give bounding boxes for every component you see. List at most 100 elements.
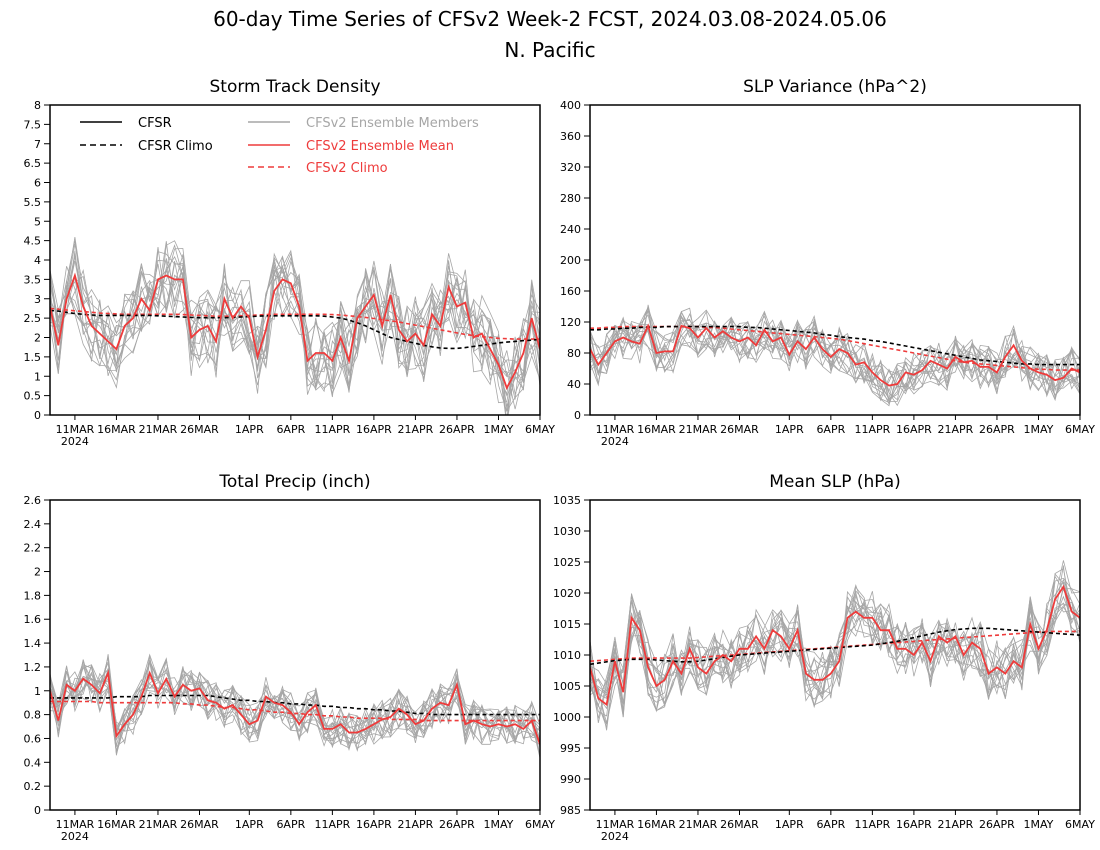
y-tick-label: 1005 xyxy=(553,680,581,693)
plot-frame xyxy=(589,104,1081,416)
plot-area xyxy=(50,653,540,759)
legend-label: CFSR Climo xyxy=(138,139,213,154)
x-tick-label: 21APR xyxy=(398,423,434,436)
x-tick-label: 16APR xyxy=(356,423,392,436)
x-tick-label: 6MAY xyxy=(525,818,555,831)
y-tick-label: 1000 xyxy=(553,711,581,724)
x-tick-label: 26APR xyxy=(439,423,475,436)
legend-label: CFSv2 Ensemble Mean xyxy=(306,139,454,154)
ensemble-member-line xyxy=(50,654,540,746)
x-tick-label: 1MAY xyxy=(1024,818,1054,831)
x-tick-label: 1MAY xyxy=(484,818,514,831)
figure-title: 60-day Time Series of CFSv2 Week-2 FCST,… xyxy=(213,7,887,31)
ensemble-member-line xyxy=(50,247,540,395)
y-tick-label: 2.5 xyxy=(24,312,42,325)
ensemble-member-line xyxy=(590,586,1080,708)
x-tick-label: 11APR xyxy=(854,818,890,831)
x-tick-label: 21APR xyxy=(938,423,974,436)
legend-label: CFSv2 Ensemble Members xyxy=(306,116,479,131)
panel-3: Total Precip (inch) 0 0.2 0.4 0.6 0.8 1 1.2 1.4 1… xyxy=(24,472,556,843)
ensemble-member-line xyxy=(590,310,1080,392)
ensemble-member-line xyxy=(590,595,1080,702)
x-tick-label: 21MAR xyxy=(139,818,178,831)
ensemble-member-line xyxy=(50,254,540,410)
x-tick-label: 21MAR xyxy=(139,423,178,436)
y-tick-label: 995 xyxy=(560,742,581,755)
y-tick-label: 200 xyxy=(560,254,581,267)
cfsr-climo-line xyxy=(50,694,540,716)
y-tick-label: 80 xyxy=(567,347,581,360)
ensemble-member-line xyxy=(50,241,540,389)
y-tick-label: 990 xyxy=(560,773,581,786)
y-tick-label: 2.4 xyxy=(24,518,42,531)
y-tick-label: 6 xyxy=(34,177,41,190)
ensemble-member-line xyxy=(590,591,1080,731)
y-tick-label: 2 xyxy=(34,332,41,345)
x-tick-label: 21APR xyxy=(938,818,974,831)
y-tick-label: 240 xyxy=(560,223,581,236)
x-tick-label: 1MAY xyxy=(484,423,514,436)
x-tick-label: 1APR xyxy=(775,818,804,831)
x-tick-label: 1APR xyxy=(235,423,264,436)
x-tick-label: 6APR xyxy=(816,423,845,436)
x-tick-label: 6APR xyxy=(276,818,305,831)
y-tick-label: 280 xyxy=(560,192,581,205)
y-tick-label: 1 xyxy=(34,370,41,383)
y-tick-label: 0.2 xyxy=(24,780,42,793)
plot-area xyxy=(590,560,1080,731)
ensemble-member-line xyxy=(590,560,1080,710)
y-tick-label: 2.6 xyxy=(24,494,42,507)
x-tick-label: 11MAR xyxy=(56,818,95,831)
plot-frame xyxy=(589,499,1081,811)
x-tick-label: 16MAR xyxy=(97,423,136,436)
y-tick-label: 1.4 xyxy=(24,637,42,650)
x-tick-label: 6MAY xyxy=(525,423,555,436)
x-year-label: 2024 xyxy=(601,435,629,448)
x-tick-label: 11APR xyxy=(314,818,350,831)
x-tick-label: 1APR xyxy=(775,423,804,436)
legend: CFSR CFSR Climo CFSv2 Ensemble Members CFSv… xyxy=(80,116,479,176)
legend-label: CFSR xyxy=(138,116,172,131)
cfsr-climo-line xyxy=(50,309,540,350)
ensemble-member-line xyxy=(50,249,540,391)
ensemble-member-line xyxy=(50,251,540,400)
x-tick-label: 16APR xyxy=(356,818,392,831)
y-tick-label: 7 xyxy=(34,138,41,151)
x-tick-label: 26APR xyxy=(439,818,475,831)
plot-area xyxy=(590,304,1080,407)
panel-title: Storm Track Density xyxy=(209,77,380,97)
cfsv2-ensemble-mean-line xyxy=(590,584,1080,707)
x-tick-label: 16MAR xyxy=(97,818,136,831)
y-tick-label: 0 xyxy=(34,804,41,817)
ensemble-member-line xyxy=(50,240,540,415)
x-tick-label: 11APR xyxy=(314,423,350,436)
ensemble-member-line xyxy=(590,307,1080,402)
x-tick-label: 26MAR xyxy=(720,818,759,831)
x-year-label: 2024 xyxy=(61,435,89,448)
panel-title: Mean SLP (hPa) xyxy=(769,472,901,492)
x-tick-label: 26MAR xyxy=(720,423,759,436)
cfsr-climo-line xyxy=(590,325,1080,366)
plot-frame xyxy=(49,104,541,416)
y-tick-label: 1.2 xyxy=(24,661,42,674)
x-tick-label: 1MAY xyxy=(1024,423,1054,436)
panel-title: Total Precip (inch) xyxy=(218,472,370,492)
y-tick-label: 0.6 xyxy=(24,732,42,745)
x-tick-label: 11MAR xyxy=(596,423,635,436)
y-tick-label: 1035 xyxy=(553,494,581,507)
x-tick-label: 6APR xyxy=(276,423,305,436)
x-year-label: 2024 xyxy=(61,830,89,843)
y-tick-label: 2 xyxy=(34,566,41,579)
cfsv2-ensemble-mean-line xyxy=(50,669,540,745)
ensemble-member-line xyxy=(590,573,1080,708)
panel-title: SLP Variance (hPa^2) xyxy=(743,77,927,97)
y-tick-label: 3.5 xyxy=(24,273,42,286)
y-tick-label: 1030 xyxy=(553,525,581,538)
y-tick-label: 1020 xyxy=(553,587,581,600)
cfsv2-climo-line xyxy=(590,325,1080,371)
cfsv2-climo-line xyxy=(50,700,540,722)
figure-subtitle: N. Pacific xyxy=(504,38,595,62)
y-tick-label: 40 xyxy=(567,378,581,391)
